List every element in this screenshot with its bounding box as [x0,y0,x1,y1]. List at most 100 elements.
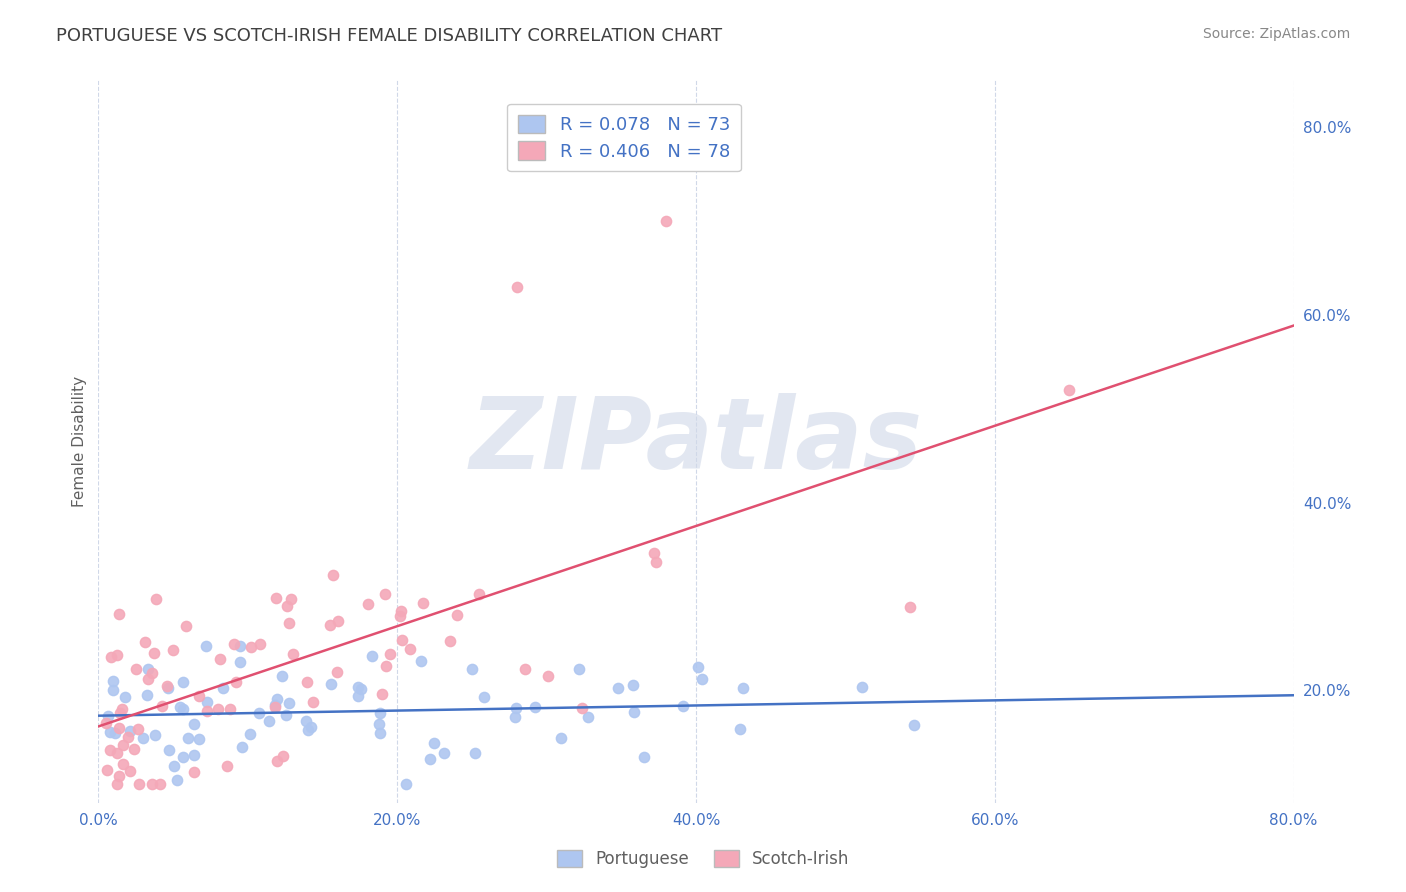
Point [105,648,128,663]
Point [271,669,294,683]
Point [266,754,288,768]
Point [1059,383,1081,397]
Point [655,214,678,228]
Point [412,596,434,610]
Point [219,702,242,716]
Point [690,672,713,686]
Point [271,749,294,764]
Point [576,710,599,724]
Point [274,708,297,723]
Text: Source: ZipAtlas.com: Source: ZipAtlas.com [1202,27,1350,41]
Point [238,727,260,741]
Point [150,698,173,713]
Point [467,587,489,601]
Point [347,680,370,694]
Point [132,731,155,745]
Point [188,689,211,703]
Point [217,759,239,773]
Point [464,746,486,760]
Point [276,599,298,614]
Point [423,736,446,750]
Point [277,696,299,710]
Point [409,654,432,668]
Point [163,758,186,772]
Point [172,750,194,764]
Point [686,660,709,674]
Point [374,587,396,601]
Point [134,635,156,649]
Point [733,681,755,695]
Point [295,675,318,690]
Point [103,673,125,688]
Point [124,742,146,756]
Point [368,717,391,731]
Point [117,730,139,744]
Point [347,689,370,703]
Point [264,699,287,714]
Point [96,715,118,730]
Point [249,637,271,651]
Point [389,604,412,618]
Point [319,617,342,632]
Point [120,723,142,738]
Point [505,701,527,715]
Text: ZIPatlas: ZIPatlas [470,393,922,490]
Point [114,690,136,705]
Point [112,739,135,753]
Point [391,633,413,648]
Point [446,607,468,622]
Point [368,726,391,740]
Point [607,681,630,695]
Point [103,683,125,698]
Point [326,665,349,679]
Point [108,706,131,720]
Point [105,747,128,761]
Point [174,619,197,633]
Point [172,702,194,716]
Point [295,714,318,729]
Point [257,714,280,729]
Point [297,723,319,737]
Point [183,717,205,731]
Point [360,648,382,663]
Point [302,695,325,709]
Point [208,652,231,666]
Point [169,699,191,714]
Point [299,720,322,734]
Point [224,637,246,651]
Point [644,555,666,569]
Point [506,279,529,293]
Point [111,702,134,716]
Point [380,647,402,661]
Point [138,662,160,676]
Point [195,639,218,653]
Point [211,681,233,696]
Point [370,687,392,701]
Point [98,743,121,757]
Point [537,669,560,683]
Point [730,722,752,736]
Point [898,600,921,615]
Point [228,655,250,669]
Point [350,682,373,697]
Point [108,769,131,783]
Point [903,718,925,732]
Legend: R = 0.078   N = 73, R = 0.406   N = 78: R = 0.078 N = 73, R = 0.406 N = 78 [508,103,741,171]
Point [643,546,665,560]
Point [472,690,495,705]
Point [128,777,150,791]
Text: PORTUGUESE VS SCOTCH-IRISH FEMALE DISABILITY CORRELATION CHART: PORTUGUESE VS SCOTCH-IRISH FEMALE DISABI… [56,27,723,45]
Point [177,731,200,746]
Point [187,731,209,746]
Point [280,591,302,606]
Point [96,763,118,777]
Point [399,641,422,656]
Legend: Portuguese, Scotch-Irish: Portuguese, Scotch-Irish [550,843,856,875]
Point [162,643,184,657]
Point [523,700,546,714]
Point [851,680,873,694]
Point [145,591,167,606]
Point [357,597,380,611]
Y-axis label: Female Disability: Female Disability [72,376,87,508]
Point [571,701,593,715]
